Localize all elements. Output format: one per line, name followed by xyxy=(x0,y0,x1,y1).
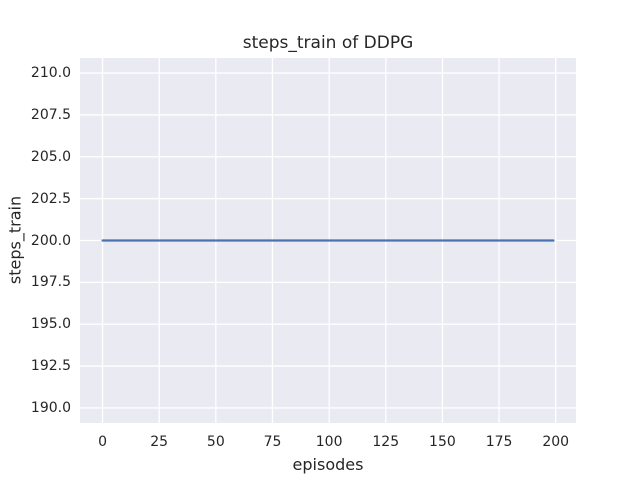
x-tick-label: 100 xyxy=(315,434,343,450)
x-axis-label: episodes xyxy=(292,455,364,474)
chart-title: steps_train of DDPG xyxy=(242,33,414,53)
y-tick-label: 197.5 xyxy=(30,274,71,291)
plot-area xyxy=(80,58,576,423)
y-tick-label: 195.0 xyxy=(30,316,71,333)
y-tick-label: 207.5 xyxy=(30,106,71,123)
y-tick-label: 200.0 xyxy=(30,232,71,249)
x-tick-label: 0 xyxy=(98,434,107,450)
x-tick-label: 25 xyxy=(150,434,169,450)
x-tick-label: 125 xyxy=(372,434,400,450)
y-tick-label: 202.5 xyxy=(30,190,71,207)
y-tick-label: 190.0 xyxy=(30,399,71,416)
x-tick-label: 50 xyxy=(206,434,225,450)
y-tick-label: 205.0 xyxy=(30,148,71,165)
y-tick-label: 210.0 xyxy=(30,65,71,82)
x-tick-label: 75 xyxy=(263,434,282,450)
x-tick-label: 200 xyxy=(542,434,570,450)
y-tick-label: 192.5 xyxy=(30,358,71,375)
x-tick-label: 175 xyxy=(485,434,513,450)
plot-canvas xyxy=(80,58,576,423)
x-tick-label: 150 xyxy=(429,434,456,450)
y-axis-label: steps_train xyxy=(5,195,25,285)
